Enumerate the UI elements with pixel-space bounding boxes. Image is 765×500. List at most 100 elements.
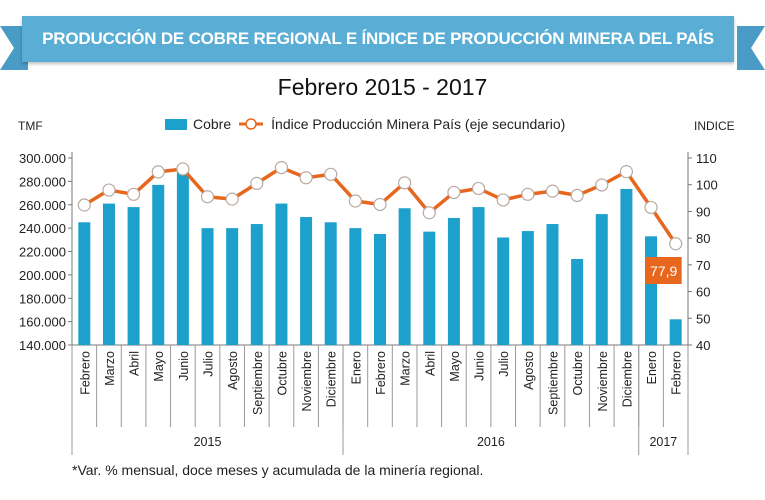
x-tick-label: Agosto [522,351,536,390]
index-point [644,200,658,215]
bar-cobre [78,222,91,345]
index-point [348,194,362,208]
bar-cobre [324,222,337,345]
y2-tick-label: 110 [696,151,717,166]
year-label: 2016 [477,435,505,449]
x-tick-label: Junio [177,351,191,381]
bar-cobre [398,208,411,345]
footnote: *Var. % mensual, doce meses y acumulada … [72,462,484,478]
index-point [102,183,116,197]
x-tick-label: Enero [645,351,659,384]
index-point [151,165,165,179]
y2-tick-label: 60 [696,285,710,300]
y2-tick-label: 40 [696,338,710,353]
bar-cobre [226,228,239,345]
y2-tick-label: 80 [696,231,710,246]
index-point [545,184,560,198]
y-axis-label: TMF [18,119,43,133]
y-tick-label: 240.000 [19,221,66,236]
chart-subtitle: Febrero 2015 - 2017 [277,74,488,100]
bar-cobre [127,207,140,345]
y2-tick-label: 50 [696,311,710,326]
bar-cobre [176,172,189,345]
index-point [299,171,313,185]
y2-tick-label: 90 [696,204,710,219]
bar-cobre [472,207,485,345]
index-point [200,190,215,204]
x-tick-label: Abril [423,351,437,376]
index-point [324,167,338,181]
year-label: 2015 [194,435,222,449]
bar-cobre [152,184,165,345]
chart-title: PRODUCCIÓN DE COBRE REGIONAL E ÍNDICE DE… [42,29,714,48]
ribbon-tail-right [737,26,765,70]
x-tick-label: Octubre [275,351,289,396]
bar-cobre [300,217,313,345]
y2-axis-label: INDICE [694,119,735,133]
legend-swatch-index-icon [239,118,264,130]
x-tick-label: Febrero [670,351,684,395]
bar-cobre [595,214,608,345]
legend-swatch-cobre [165,118,187,130]
index-point [570,188,584,202]
index-point [373,197,387,212]
x-tick-label: Noviembre [596,351,610,411]
annotation-box [645,257,682,284]
y-tick-label: 300.000 [19,151,66,166]
y-tick-label: 200.000 [19,268,66,283]
x-tick-label: Enero [349,351,363,384]
index-point [127,187,141,201]
legend-label-index: Índice Producción Minera País (eje secun… [271,116,566,132]
title-banner [22,16,734,62]
bar-cobre [571,258,584,345]
x-tick-label: Febrero [78,351,92,395]
legend-label-cobre: Cobre [193,116,232,132]
index-point [595,178,609,192]
y-tick-label: 220.000 [19,245,66,260]
ribbon-tail-left [0,26,28,70]
index-point [250,176,264,190]
x-tick-label: Marzo [103,351,117,386]
x-tick-label: Noviembre [300,351,314,411]
x-tick-label: Octubre [571,351,585,396]
bar-cobre [546,224,559,345]
x-tick-label: Septiembre [546,351,560,415]
y-tick-label: 280.000 [19,174,66,189]
index-point [496,193,510,207]
index-point [77,198,91,212]
bar-cobre [645,236,658,345]
bar-cobre [374,233,386,345]
index-point [669,237,683,251]
y-tick-label: 180.000 [19,291,66,306]
x-tick-label: Diciembre [325,351,339,407]
bar-cobre [620,188,633,345]
x-tick-label: Septiembre [251,351,265,415]
bar-cobre [521,231,534,345]
index-point [447,185,461,200]
bar-cobre [669,319,682,345]
index-point [521,187,535,201]
x-tick-label: Junio [473,351,487,381]
y-tick-label: 140.000 [19,338,66,353]
index-point [619,165,634,179]
y2-tick-label: 70 [696,258,710,273]
y2-tick-label: 100 [696,178,718,193]
legend: Cobre Índice Producción Minera País (eje… [165,116,565,132]
index-point [398,176,412,190]
x-tick-label: Abril [128,351,142,376]
bar-cobre [497,237,510,345]
bar-cobre [102,203,115,345]
x-tick-label: Mayo [448,351,462,382]
bar-cobre [275,203,288,345]
index-point [225,192,239,206]
year-label: 2017 [649,435,677,449]
index-point [274,161,289,175]
x-tick-label: Febrero [374,351,388,395]
x-tick-label: Julio [497,351,511,377]
x-tick-label: Agosto [226,351,240,390]
bar-cobre [447,217,460,345]
index-point [422,206,436,220]
bar-cobre [423,231,436,345]
x-tick-label: Mayo [152,351,166,382]
